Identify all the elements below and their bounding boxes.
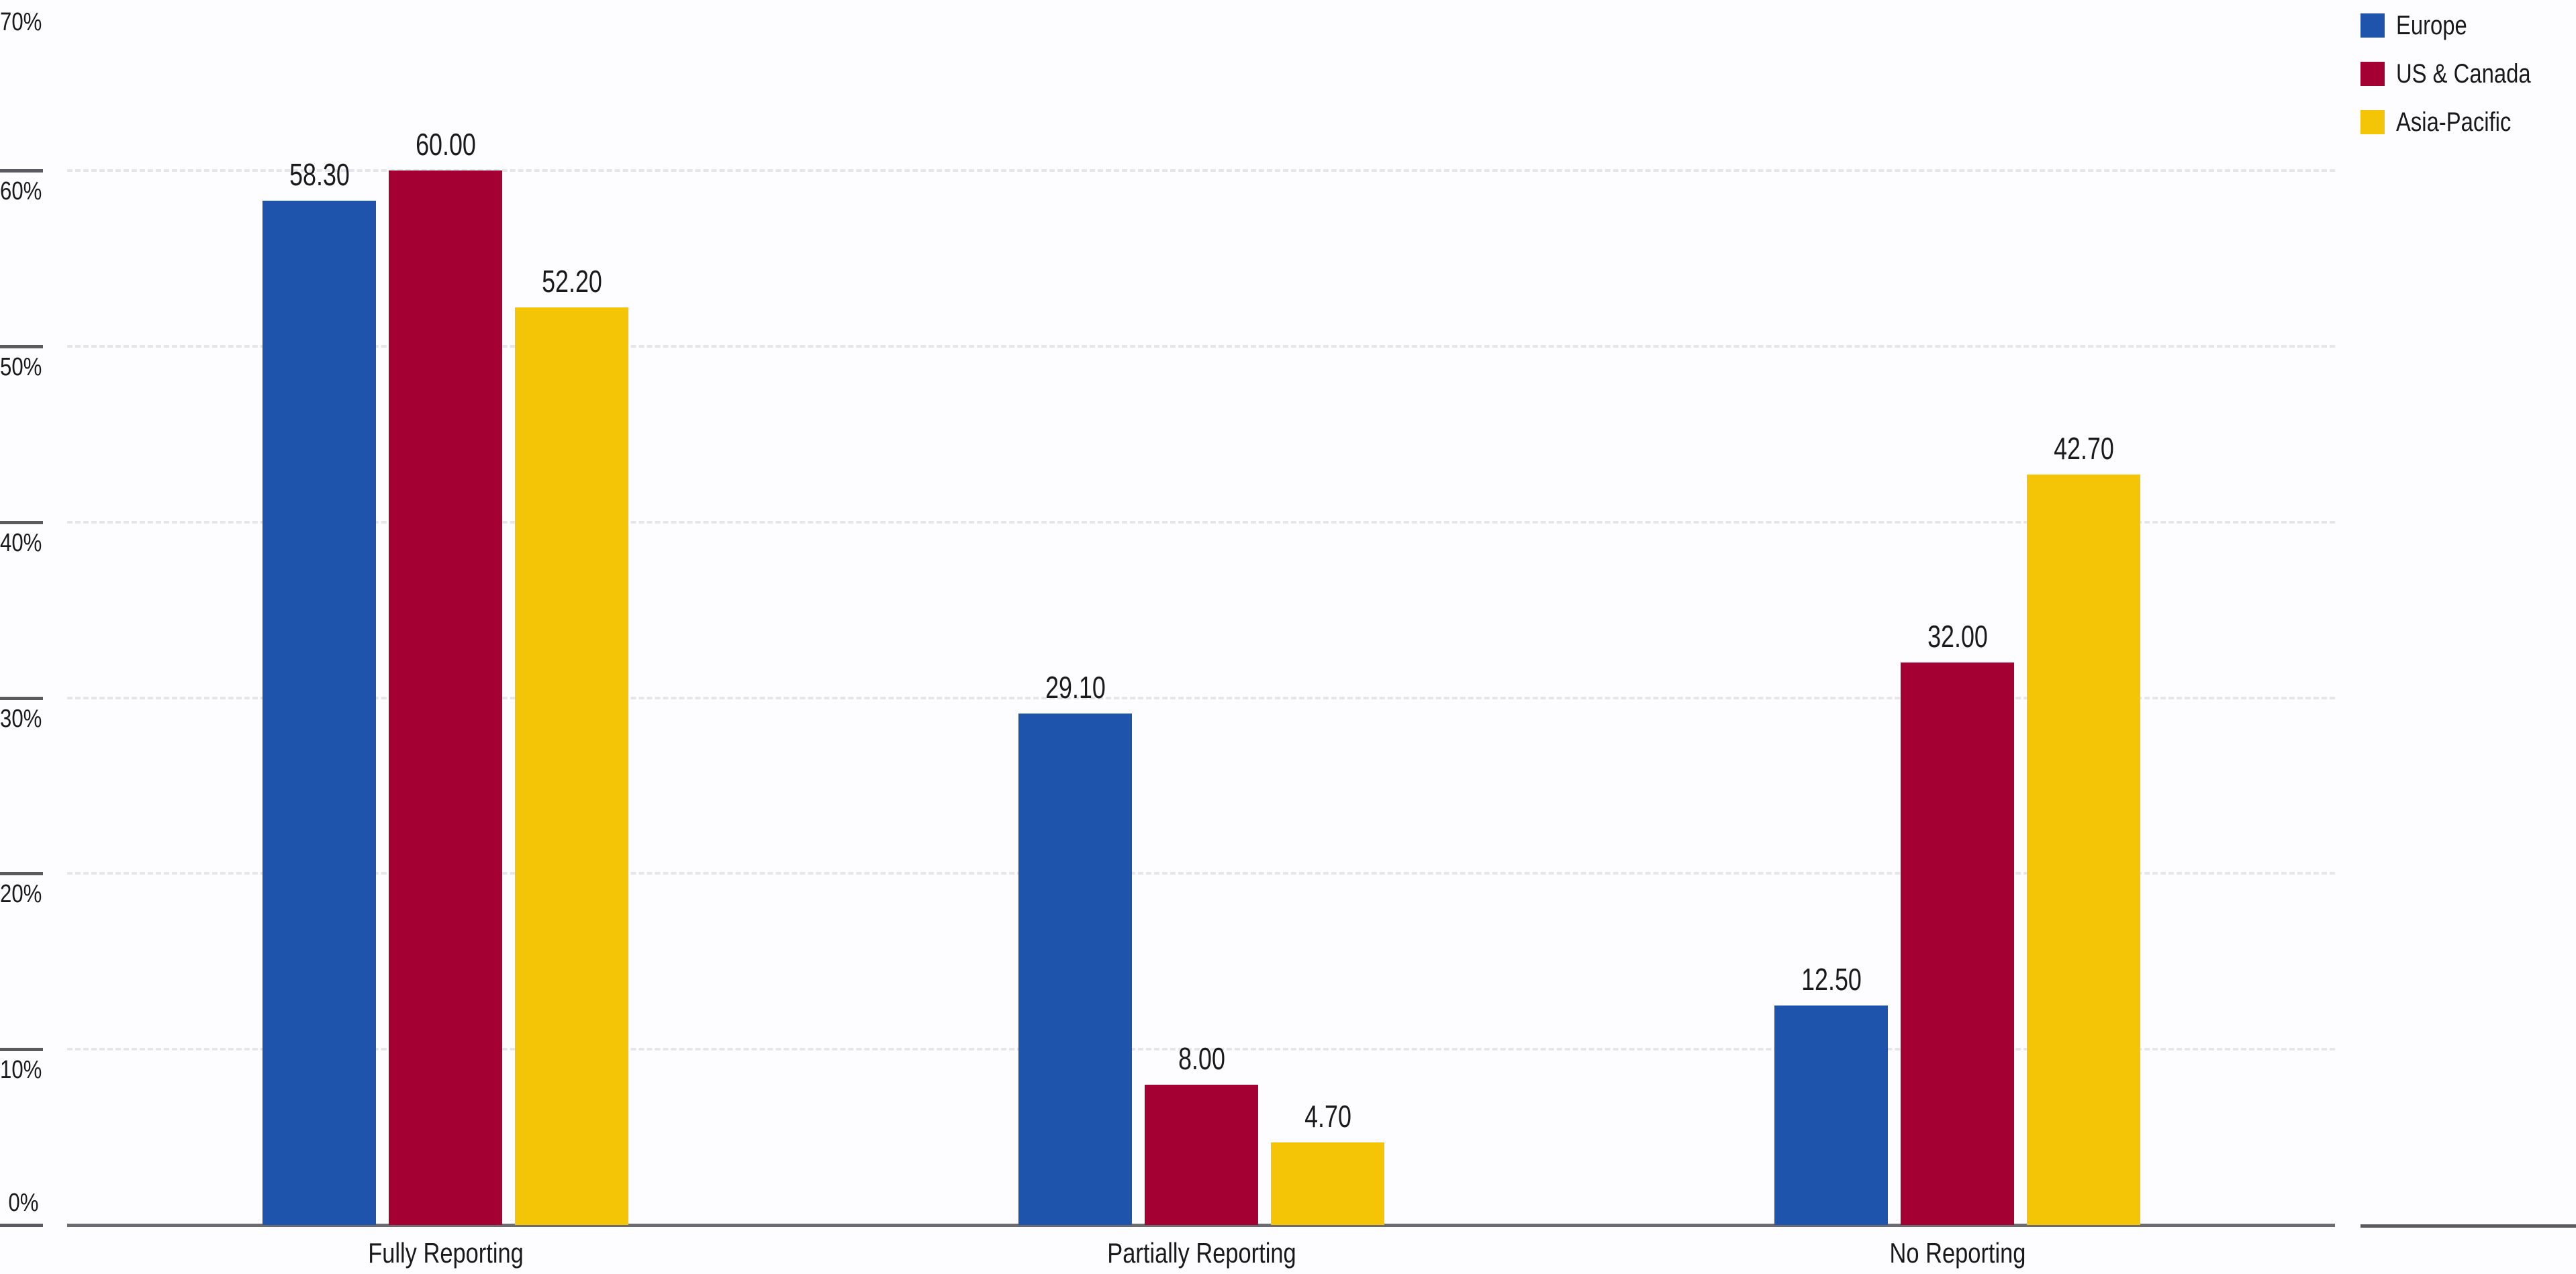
- legend-item-europe[interactable]: Europe: [2360, 10, 2483, 40]
- legend-item-asia-pacific[interactable]: Asia-Pacific: [2360, 107, 2536, 137]
- bar-value-label: 4.70: [1304, 1098, 1351, 1134]
- legend-item-us-canada[interactable]: US & Canada: [2360, 58, 2561, 89]
- y-tick-label: 50%: [0, 353, 42, 381]
- y-tick-label: 60%: [0, 177, 42, 206]
- legend-swatch-icon: [2360, 62, 2385, 86]
- bar-value-label: 42.70: [2053, 431, 2114, 467]
- gridline: [67, 169, 2335, 173]
- bar-us-canada-1: [1145, 1084, 1258, 1225]
- bar-value-label: 32.00: [1927, 619, 1988, 654]
- x-category-label: No Reporting: [1889, 1237, 2025, 1269]
- y-tick-label: 20%: [0, 880, 42, 909]
- bar-europe-0: [263, 200, 376, 1225]
- legend-label: US & Canada: [2396, 58, 2531, 89]
- bar-value-label: 60.00: [415, 127, 476, 162]
- y-tick-label: 0%: [8, 1189, 39, 1217]
- x-axis-baseline: [67, 1224, 2335, 1227]
- y-tick-label: 70%: [0, 8, 42, 36]
- bar-value-label: 8.00: [1178, 1040, 1225, 1076]
- y-tick-mark: [0, 696, 43, 700]
- y-tick-mark: [0, 1048, 43, 1052]
- legend-swatch-icon: [2360, 13, 2385, 38]
- gridline: [67, 1048, 2335, 1051]
- x-category-label: Fully Reporting: [367, 1237, 524, 1269]
- gridline: [67, 696, 2335, 699]
- legend-divider: [2360, 1224, 2576, 1228]
- bar-us-canada-0: [389, 170, 502, 1225]
- y-tick-mark: [0, 345, 43, 348]
- bar-europe-1: [1018, 714, 1132, 1225]
- gridline: [67, 872, 2335, 875]
- bar-asia-pacific-2: [2027, 475, 2140, 1225]
- x-category-label: Partially Reporting: [1106, 1237, 1296, 1269]
- gridline: [67, 520, 2335, 524]
- y-tick-mark: [0, 169, 43, 173]
- bar-europe-2: [1774, 1005, 1888, 1225]
- bar-value-label: 12.50: [1801, 961, 1862, 997]
- bar-us-canada-2: [1901, 663, 2014, 1225]
- y-tick-mark: [0, 1224, 43, 1227]
- legend-label: Europe: [2396, 10, 2467, 40]
- bar-value-label: 58.30: [289, 156, 350, 192]
- legend-label: Asia-Pacific: [2396, 107, 2512, 137]
- y-tick-mark: [0, 520, 43, 524]
- y-tick-label: 10%: [0, 1056, 42, 1085]
- bar-asia-pacific-0: [515, 307, 628, 1225]
- y-tick-label: 30%: [0, 704, 42, 733]
- y-tick-label: 40%: [0, 528, 42, 557]
- legend-swatch-icon: [2360, 110, 2385, 134]
- bar-asia-pacific-1: [1271, 1142, 1384, 1225]
- bar-value-label: 29.10: [1045, 670, 1106, 705]
- y-tick-mark: [0, 872, 43, 876]
- bar-value-label: 52.20: [541, 264, 602, 299]
- gridline: [67, 345, 2335, 348]
